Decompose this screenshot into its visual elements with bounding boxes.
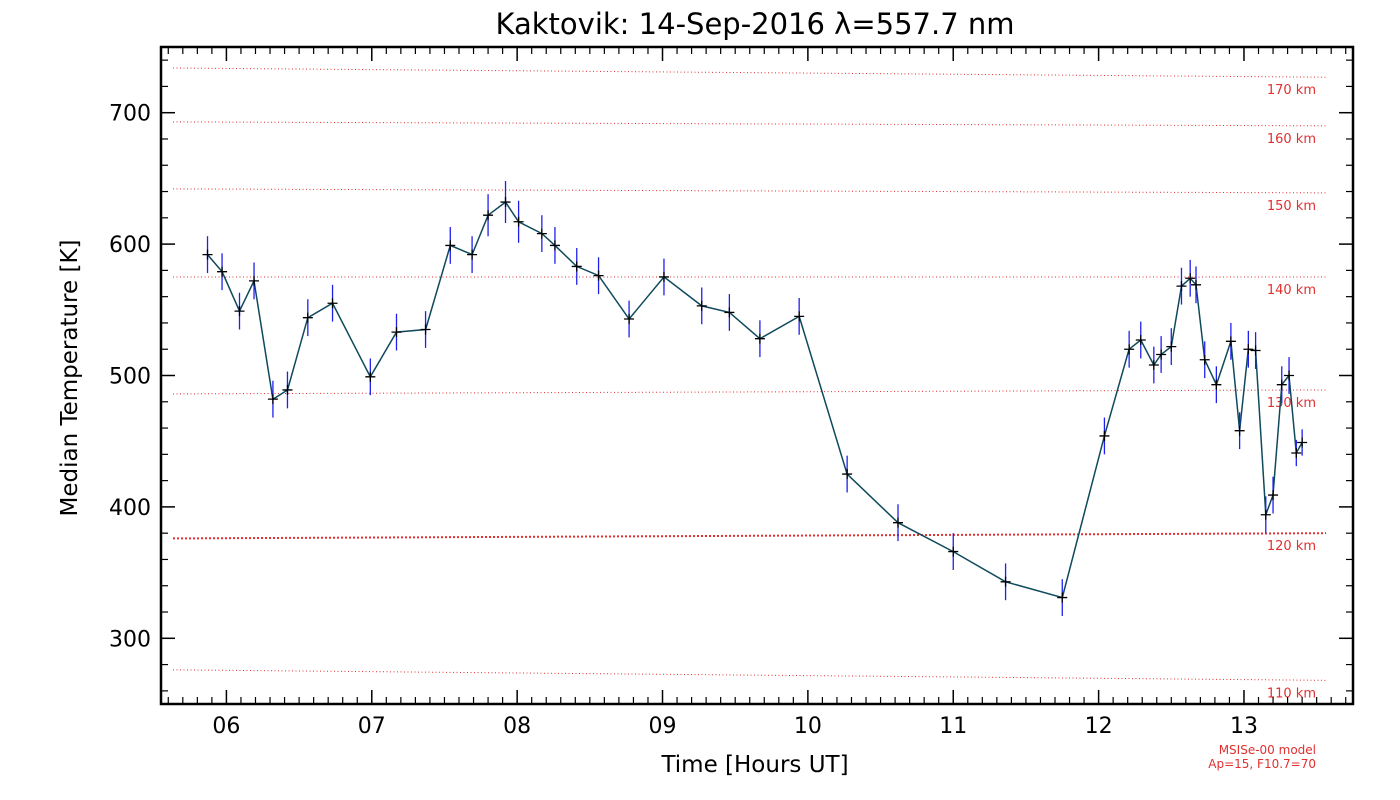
data-point	[724, 307, 735, 318]
data-point	[1176, 281, 1187, 292]
data-point	[624, 313, 635, 324]
data-point	[593, 270, 604, 281]
y-axis-label: Median Temperature [K]	[57, 240, 83, 517]
data-point	[549, 240, 560, 251]
data-point	[365, 371, 376, 382]
data-point	[1234, 425, 1245, 436]
data-point	[467, 249, 478, 260]
altitude-label: 150 km	[1267, 199, 1316, 214]
data-point	[1185, 273, 1196, 284]
data-point	[249, 275, 260, 286]
series-layer	[202, 181, 1308, 616]
altitude-label: 120 km	[1267, 539, 1316, 554]
data-point	[842, 469, 853, 480]
data-point	[282, 384, 293, 395]
altitude-line	[172, 121, 1327, 127]
data-point	[948, 546, 959, 557]
data-point	[1268, 490, 1279, 501]
y-tick-label: 600	[109, 233, 151, 258]
y-tick-label: 500	[109, 365, 151, 390]
data-point	[445, 240, 456, 251]
data-point	[696, 300, 707, 311]
data-point	[1276, 379, 1287, 390]
altitude-label: 160 km	[1267, 132, 1316, 147]
data-point	[1135, 335, 1146, 346]
data-point	[754, 333, 765, 344]
x-tick-label: 13	[1230, 714, 1258, 739]
data-point	[893, 517, 904, 528]
data-point	[202, 249, 213, 260]
data-point	[302, 312, 313, 323]
data-point	[1250, 345, 1261, 356]
y-tick-label: 400	[109, 496, 151, 521]
x-tick-label: 09	[649, 714, 677, 739]
altitude-label: 140 km	[1267, 283, 1316, 298]
data-point	[420, 324, 431, 335]
altitude-line	[172, 67, 1327, 78]
x-axis-label: Time [Hours UT]	[660, 752, 848, 778]
altitude-line	[172, 669, 1327, 681]
y-tick-label: 700	[109, 102, 151, 127]
data-point	[1000, 576, 1011, 587]
data-point	[513, 216, 524, 227]
data-point	[1124, 344, 1135, 355]
data-point	[536, 228, 547, 239]
data-point	[1260, 509, 1271, 520]
series-line	[206, 201, 1303, 599]
chart-title: Kaktovik: 14-Sep-2016 λ=557.7 nm	[495, 7, 1014, 41]
model-note-line-1: MSISe-00 model	[1219, 743, 1316, 757]
data-point	[1225, 336, 1236, 347]
y-tick-label: 300	[109, 627, 151, 652]
data-point	[1148, 359, 1159, 370]
data-point	[1057, 592, 1068, 603]
altitude-label: 110 km	[1267, 686, 1316, 701]
data-point	[1243, 344, 1254, 355]
data-point	[267, 394, 278, 405]
data-point	[327, 298, 338, 309]
altitude-line	[172, 188, 1327, 194]
data-point	[1297, 437, 1308, 448]
y-axis-ticks: 300 400 500 600 700	[109, 59, 1353, 692]
data-point	[1156, 349, 1167, 360]
data-point	[1166, 341, 1177, 352]
data-point	[217, 266, 228, 277]
altitude-line	[172, 532, 1327, 540]
data-point	[483, 210, 494, 221]
data-point	[794, 311, 805, 322]
altitude-label: 170 km	[1267, 83, 1316, 98]
x-tick-label: 12	[1085, 714, 1113, 739]
data-point	[1199, 354, 1210, 365]
x-tick-label: 06	[212, 714, 240, 739]
data-point	[658, 271, 669, 282]
data-point	[391, 327, 402, 338]
data-point	[1211, 379, 1222, 390]
model-note-line-2: Ap=15, F10.7=70	[1208, 757, 1316, 771]
data-point	[1099, 430, 1110, 441]
data-point	[1191, 279, 1201, 290]
x-tick-label: 07	[358, 714, 386, 739]
data-point	[234, 306, 245, 317]
data-point	[1284, 370, 1295, 381]
data-point	[500, 197, 511, 208]
x-tick-label: 08	[503, 714, 531, 739]
x-tick-label: 11	[939, 714, 967, 739]
data-point	[571, 261, 582, 272]
altitude-line	[172, 389, 1327, 395]
plot-frame	[159, 45, 1355, 706]
x-tick-label: 10	[794, 714, 822, 739]
data-point	[1291, 448, 1302, 459]
